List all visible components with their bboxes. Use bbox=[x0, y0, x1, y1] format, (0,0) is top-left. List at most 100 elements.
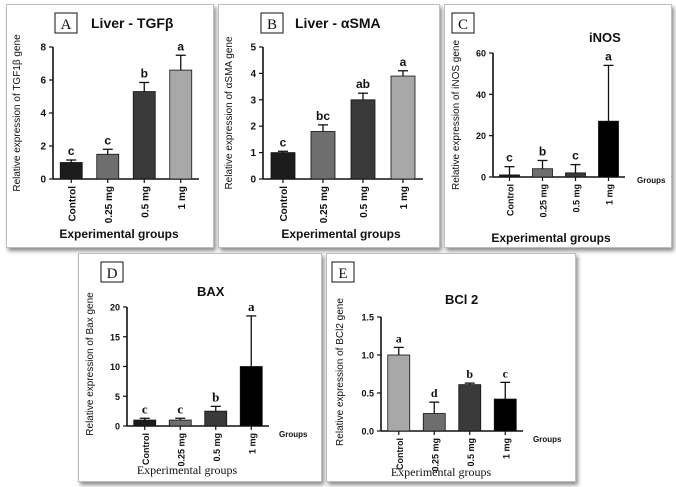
bar bbox=[310, 131, 336, 180]
y-tick-label: 10 bbox=[110, 362, 120, 372]
x-axis-label: Experimental groups bbox=[281, 227, 401, 241]
bar bbox=[499, 174, 520, 178]
y-tick-label: 0 bbox=[40, 175, 46, 186]
panel-b-letter: B bbox=[267, 17, 277, 33]
x-category-label: Control bbox=[279, 186, 290, 222]
chart-a-title: Liver - TGFβ bbox=[91, 15, 174, 31]
y-tick-label: 20 bbox=[110, 303, 120, 313]
y-tick-label: 1 bbox=[250, 148, 256, 159]
chart-c-title: iNOS bbox=[589, 30, 621, 45]
y-tick-label: 5 bbox=[250, 43, 256, 54]
x-category-label: 0.25 mg bbox=[539, 184, 549, 218]
significance-letter: a bbox=[605, 49, 612, 63]
significance-letter: c bbox=[68, 144, 75, 158]
x-category-label: 0.5 mg bbox=[359, 186, 370, 218]
significance-letter: c bbox=[506, 151, 513, 165]
panel-d: D BAX 0 5 10 15 20 Relative expression of Bax… bbox=[78, 253, 322, 482]
x-category-label: Control bbox=[506, 184, 516, 216]
bar bbox=[133, 419, 157, 427]
bar bbox=[493, 398, 517, 432]
x-axis-end-label: Groups bbox=[279, 430, 308, 439]
y-tick-label: 2 bbox=[250, 122, 256, 133]
x-category-label: 0.5 mg bbox=[140, 186, 151, 218]
bar bbox=[169, 69, 193, 180]
bar bbox=[350, 99, 376, 180]
x-category-label: 0.5 mg bbox=[466, 438, 476, 467]
x-axis-label: Experimental groups bbox=[391, 465, 492, 479]
x-axis-label: Experimental groups bbox=[491, 231, 611, 245]
bar bbox=[458, 384, 482, 432]
panel-c: C iNOS 0 20 40 60 Relative expression of iNO… bbox=[444, 4, 672, 248]
panel-e: E BCl 2 0.0 0.5 1.0 1.5 Relative expression … bbox=[326, 253, 576, 482]
y-tick-label: 4 bbox=[40, 109, 46, 120]
panel-b: B Liver - αSMA 0 1 2 3 4 5 Relative expression… bbox=[218, 4, 440, 248]
x-category-label: Control bbox=[141, 433, 151, 465]
bar bbox=[168, 419, 192, 427]
x-category-label: 1 mg bbox=[399, 186, 410, 209]
x-category-label: 0.5 mg bbox=[212, 433, 222, 462]
panel-b-letter-box: B bbox=[260, 12, 284, 34]
significance-letter: a bbox=[400, 55, 407, 69]
chart-c-svg: C iNOS 0 20 40 60 Relative expression of iNO… bbox=[451, 12, 666, 245]
y-tick-label: 5 bbox=[115, 392, 120, 402]
chart-b-svg: B Liver - αSMA 0 1 2 3 4 5 Relative expression… bbox=[224, 12, 423, 241]
significance-letter: a bbox=[396, 331, 402, 345]
x-category-label: 1 mg bbox=[247, 433, 257, 454]
panel-e-letter-box: E bbox=[331, 261, 355, 283]
panel-d-letter-box: D bbox=[100, 261, 124, 283]
y-tick-label: 40 bbox=[476, 90, 486, 100]
y-axis-label: Relative expression of BCl2 gene bbox=[335, 298, 346, 446]
panel-c-letter-box: C bbox=[451, 12, 475, 34]
panel-c-letter: C bbox=[458, 17, 468, 33]
chart-b-title: Liver - αSMA bbox=[295, 15, 381, 31]
bar bbox=[132, 91, 156, 180]
significance-letter: c bbox=[142, 401, 148, 416]
bar bbox=[270, 152, 296, 180]
panel-d-letter: D bbox=[107, 266, 118, 282]
chart-e-svg: E BCl 2 0.0 0.5 1.0 1.5 Relative expression … bbox=[331, 261, 562, 479]
bar bbox=[598, 120, 619, 178]
x-category-label: 0.5 mg bbox=[572, 184, 582, 213]
chart-d-svg: D BAX 0 5 10 15 20 Relative expression of Bax… bbox=[85, 261, 308, 477]
bar bbox=[422, 413, 446, 432]
panel-a-letter: A bbox=[61, 17, 72, 33]
x-category-label: 0.25 mg bbox=[430, 438, 440, 472]
y-tick-label: 20 bbox=[476, 131, 486, 141]
significance-letter: bc bbox=[316, 109, 330, 123]
y-axis-label: Relative expression of Bax gene bbox=[85, 292, 96, 436]
y-tick-label: 0 bbox=[481, 173, 486, 183]
y-tick-label: 8 bbox=[40, 43, 46, 54]
chart-b-plot: 0 1 2 3 4 5 Relative expression of αSMA gene c C… bbox=[224, 36, 423, 241]
y-tick-label: 1.0 bbox=[361, 351, 374, 361]
significance-letter: a bbox=[177, 39, 184, 53]
x-category-label: 0.25 mg bbox=[319, 186, 330, 223]
y-tick-label: 3 bbox=[250, 95, 256, 106]
chart-a-plot: 0 2 4 6 8 Relative expression of TGF1β gene c C… bbox=[12, 34, 199, 241]
bar bbox=[532, 168, 553, 178]
bar bbox=[565, 172, 586, 178]
bar bbox=[96, 153, 120, 180]
x-category-label: 1 mg bbox=[177, 186, 188, 209]
chart-a-svg: A Liver - TGFβ 0 2 4 6 8 Relative expression … bbox=[12, 12, 199, 241]
chart-e-plot: 0.0 0.5 1.0 1.5 Relative expression of BCl2 … bbox=[335, 298, 562, 479]
x-category-label: 1 mg bbox=[501, 438, 511, 459]
x-category-label: 1 mg bbox=[605, 184, 615, 205]
significance-letter: c bbox=[503, 366, 509, 380]
chart-e-title: BCl 2 bbox=[445, 292, 478, 307]
chart-d-plot: 0 5 10 15 20 Relative expression of Bax gene c… bbox=[85, 292, 308, 477]
significance-letter: b bbox=[466, 367, 473, 381]
bar bbox=[390, 75, 416, 180]
significance-letter: a bbox=[248, 299, 255, 314]
panel-a-letter-box: A bbox=[54, 12, 78, 34]
y-tick-label: 2 bbox=[40, 142, 46, 153]
significance-letter: b bbox=[539, 144, 546, 158]
y-tick-label: 1.5 bbox=[361, 313, 374, 323]
y-axis-label: Relative expression of TGF1β gene bbox=[12, 34, 23, 192]
panel-e-letter: E bbox=[338, 266, 347, 282]
significance-letter: ab bbox=[356, 77, 370, 91]
y-axis-label: Relative expression of αSMA gene bbox=[224, 36, 235, 190]
x-category-label: Control bbox=[395, 438, 405, 470]
significance-letter: b bbox=[212, 389, 219, 404]
x-category-label: 0.25 mg bbox=[104, 186, 115, 223]
y-tick-label: 6 bbox=[40, 76, 46, 87]
